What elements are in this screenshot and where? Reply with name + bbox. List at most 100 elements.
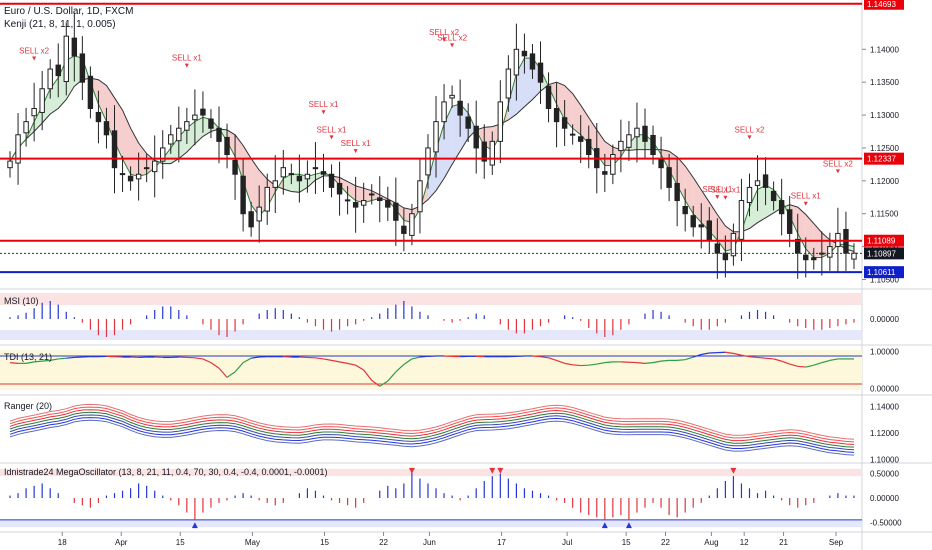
candle-body: [296, 175, 303, 182]
tdi-line-segment: [387, 371, 397, 382]
sell-signal-arrow: [321, 110, 326, 115]
kenji-cloud-segment: [444, 106, 453, 179]
sell-signal-arrow: [329, 135, 334, 140]
tdi-line-segment: [323, 358, 332, 361]
msi-lower-band: [0, 330, 862, 340]
kenji-fast-line: [9, 55, 855, 258]
candle-body: [738, 200, 745, 240]
pane-tick-label: -0.50000: [870, 518, 902, 527]
candle-body: [513, 48, 520, 76]
tdi-line-segment: [66, 356, 75, 359]
kenji-cloud-segment: [797, 207, 806, 249]
y-tick-label: 1.11500: [870, 210, 899, 219]
candle-body: [489, 140, 495, 166]
tdi-line-segment: [588, 363, 597, 366]
tdi-line-segment: [242, 357, 252, 364]
tdi-line-segment: [371, 379, 381, 387]
mega-sell-marker: [730, 467, 737, 474]
x-tick-label: 15: [320, 538, 329, 547]
sell-signal-arrow: [835, 169, 840, 174]
tdi-line-segment: [363, 369, 373, 381]
kenji-cloud-segment: [452, 104, 461, 165]
candle-body: [216, 127, 222, 142]
tdi-line-segment: [725, 351, 734, 354]
candle-body: [650, 134, 656, 156]
candle-body: [730, 232, 737, 257]
candle-body: [449, 94, 455, 99]
mega-buy-marker: [625, 522, 632, 529]
candle-body: [618, 140, 624, 152]
candle-body: [505, 68, 512, 99]
candle-body: [111, 130, 118, 169]
tdi-line-segment: [685, 356, 694, 361]
msi-upper-band: [0, 293, 862, 305]
kenji-cloud-segment: [42, 88, 51, 123]
candle-body: [698, 224, 704, 228]
kenji-cloud-segment: [524, 58, 533, 107]
tdi-line-segment: [821, 359, 831, 364]
candle-body: [71, 37, 78, 57]
candle-body: [722, 252, 729, 261]
candle-body: [312, 167, 319, 170]
pane-tick-label: 1.00000: [870, 348, 899, 357]
kenji-cloud-segment: [283, 174, 292, 192]
candle-body: [328, 173, 335, 188]
kenji-cloud-segment: [749, 189, 758, 229]
mega-upper-band: [0, 468, 862, 477]
candle-body: [602, 171, 608, 175]
candle-body: [151, 160, 158, 173]
tdi-line-segment: [636, 362, 646, 364]
tdi-line-segment: [395, 364, 405, 373]
x-tick-label: 12: [740, 538, 749, 547]
kenji-cloud-segment: [661, 149, 670, 170]
mega-lower-band: [0, 519, 862, 528]
candle-body: [192, 114, 198, 121]
candle-body: [569, 133, 576, 136]
tdi-line-segment: [652, 360, 662, 364]
sell-signal-label: SELL x2: [823, 159, 853, 168]
tdi-line-segment: [202, 358, 212, 364]
sell-signal-arrow: [32, 56, 37, 61]
sell-signal-label: SELL x1: [172, 54, 202, 63]
sell-signal-label: SELL x1: [702, 185, 732, 194]
ranger-band-line: [9, 414, 855, 451]
tdi-line-segment: [741, 354, 750, 358]
candle-body: [344, 199, 351, 202]
msi-label: MSI (10): [4, 296, 39, 306]
x-tick-label: Sep: [829, 538, 844, 547]
candle-body: [610, 154, 616, 175]
candle-body: [79, 53, 86, 83]
ranger-band-line: [9, 419, 855, 456]
ranger-band-line: [9, 417, 855, 453]
candle-body: [497, 101, 504, 142]
kenji-cloud-segment: [339, 177, 348, 194]
candle-body: [95, 111, 102, 123]
sell-signal-label: SELL x1: [710, 186, 740, 195]
candle-body: [15, 134, 21, 164]
kenji-cloud-segment: [757, 185, 766, 223]
level-label: 1.10611: [867, 268, 896, 277]
kenji-cloud-segment: [98, 79, 107, 122]
mega-sell-marker: [489, 467, 496, 474]
candle-body: [208, 118, 214, 129]
candle-body: [264, 186, 270, 212]
candle-body: [545, 85, 552, 109]
candle-body: [23, 121, 29, 134]
tdi-line-segment: [347, 362, 356, 366]
tdi-line-segment: [315, 357, 324, 360]
kenji-cloud-segment: [251, 158, 260, 216]
tdi-line-segment: [355, 364, 364, 371]
tdi-line-segment: [677, 359, 686, 361]
tdi-line-segment: [749, 356, 758, 359]
level-label: 1.14693: [867, 0, 896, 9]
pane-tick-label: 0.00000: [870, 384, 899, 393]
tdi-line-segment: [596, 362, 605, 365]
candle-body: [377, 197, 383, 202]
x-tick-label: 17: [497, 538, 506, 547]
y-tick-label: 1.13500: [870, 78, 899, 87]
tdi-line-segment: [829, 358, 839, 361]
mega-label: Idnistrade24 MegaOscillator (13, 8, 21, …: [4, 467, 328, 477]
candle-body: [256, 206, 262, 222]
level-label: 1.11089: [867, 237, 896, 246]
ranger-label: Ranger (20): [4, 401, 53, 411]
